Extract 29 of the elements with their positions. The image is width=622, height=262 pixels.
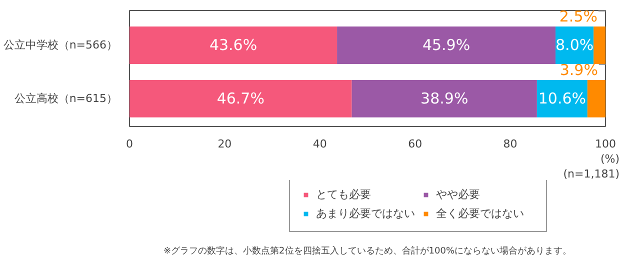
data-label: 38.9% bbox=[420, 90, 468, 108]
data-label: 8.0% bbox=[556, 36, 594, 54]
x-tick-label: 40 bbox=[312, 138, 327, 150]
data-label: 43.6% bbox=[209, 36, 258, 54]
text: (n=1,181) bbox=[563, 168, 620, 180]
legend-label: 全く必要ではない bbox=[436, 206, 525, 221]
data-label: 45.9% bbox=[422, 36, 470, 54]
x-tick-label: 20 bbox=[218, 138, 232, 150]
legend-label: あまり必要ではない bbox=[316, 206, 416, 221]
bar bbox=[337, 26, 556, 64]
bar bbox=[352, 80, 537, 118]
x-tick-label: 60 bbox=[408, 138, 422, 150]
x-tick-label: 100 bbox=[595, 138, 616, 150]
bar bbox=[587, 80, 606, 118]
bar bbox=[594, 26, 606, 64]
y-tick-label: 公立中学校（n=566） bbox=[3, 38, 118, 52]
x-axis-title: (%) bbox=[600, 152, 620, 166]
data-label: 46.7% bbox=[216, 90, 264, 108]
bar bbox=[130, 80, 352, 118]
data-label: 10.6% bbox=[538, 90, 586, 108]
y-tick-label: 公立高校（n=615） bbox=[14, 92, 118, 106]
legend-label: とても必要 bbox=[316, 187, 372, 202]
bar bbox=[130, 26, 338, 64]
data-label: 2.5% bbox=[559, 7, 598, 26]
x-tick-label: 0 bbox=[126, 138, 133, 150]
x-tick-label: 80 bbox=[503, 138, 518, 150]
text: ※グラフの数字は、小数点第2位を四捨五入しているため、合計が100%にならない場合があります。 bbox=[164, 246, 572, 256]
legend-label: やや必要 bbox=[436, 187, 481, 202]
data-label: 3.9% bbox=[560, 60, 598, 79]
